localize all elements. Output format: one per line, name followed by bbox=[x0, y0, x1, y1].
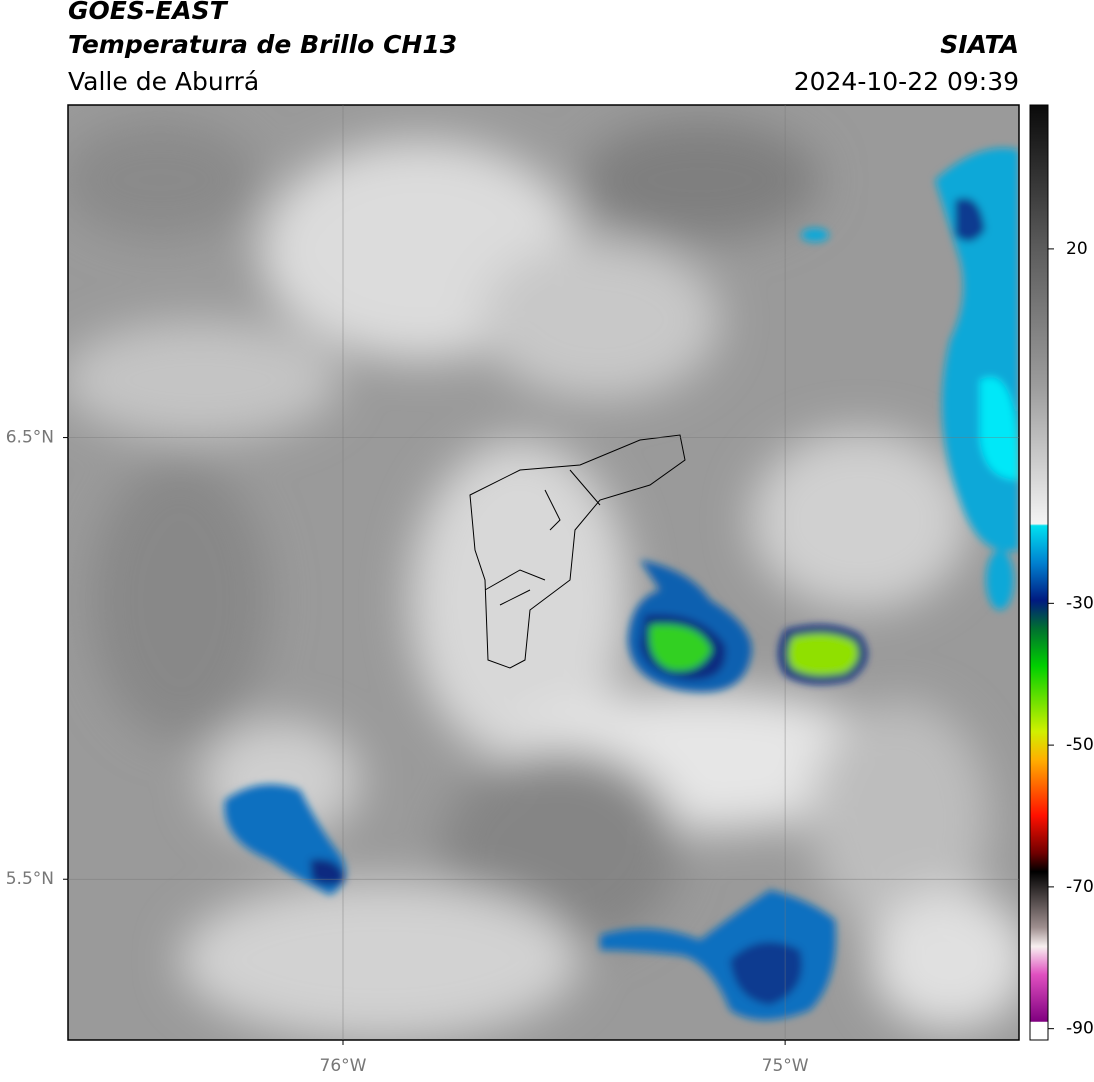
map-frame bbox=[67, 104, 1020, 1041]
colorbar-tick-label: -50 bbox=[1066, 735, 1094, 755]
colorbar-tick-label: 20 bbox=[1066, 239, 1088, 259]
subtitle: Temperatura de Brillo CH13 bbox=[68, 30, 457, 59]
title: GOES-EAST bbox=[68, 0, 229, 25]
colorbar-tick-label: -30 bbox=[1066, 593, 1094, 613]
colorbar-tick-label: -90 bbox=[1066, 1019, 1094, 1039]
datetime: 2024-10-22 09:39 bbox=[794, 67, 1019, 96]
colorbar-tick-label: -70 bbox=[1066, 877, 1094, 897]
colorbar bbox=[1029, 104, 1049, 1041]
y-tick-label: 6.5°N bbox=[6, 428, 54, 448]
x-tick-label: 76°W bbox=[320, 1056, 367, 1076]
satellite-image bbox=[68, 105, 1019, 1040]
region: Valle de Aburrá bbox=[68, 67, 259, 96]
source: SIATA bbox=[940, 30, 1019, 59]
y-tick-label: 5.5°N bbox=[6, 869, 54, 889]
x-tick-label: 75°W bbox=[762, 1056, 809, 1076]
